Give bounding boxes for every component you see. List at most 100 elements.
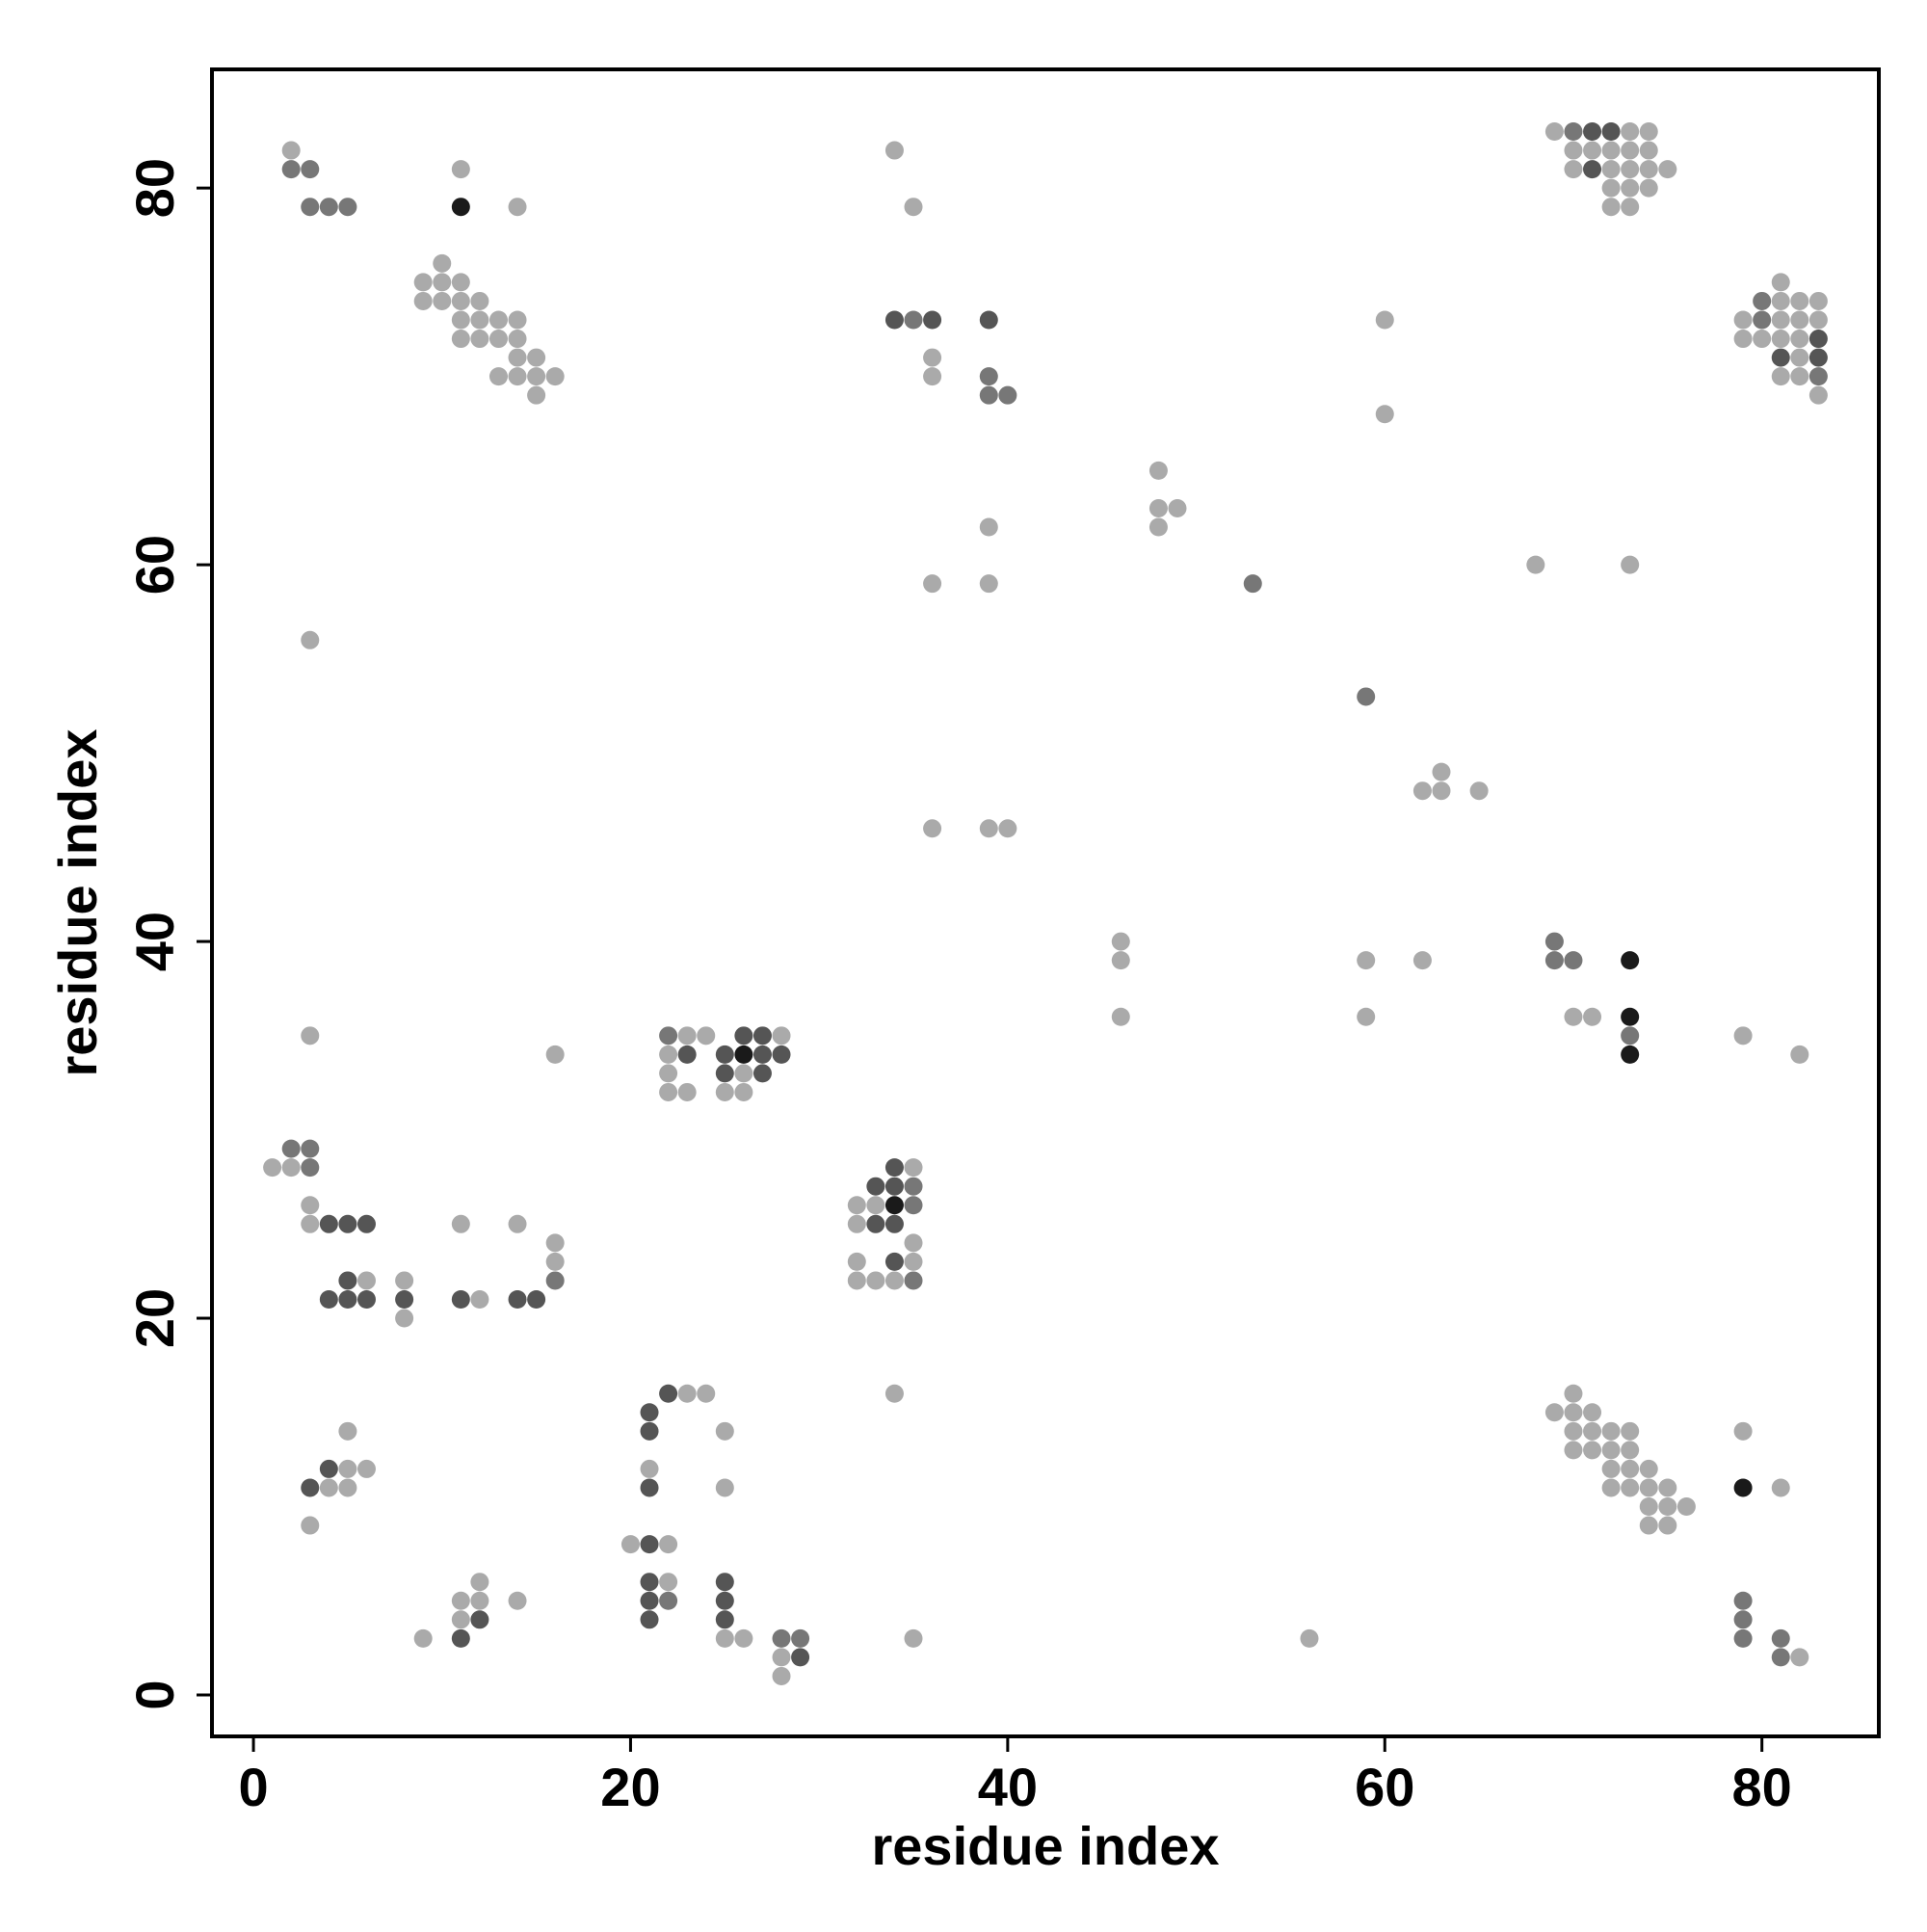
point <box>1583 1421 1602 1441</box>
point <box>979 517 998 537</box>
point <box>451 291 470 310</box>
point <box>640 1403 659 1422</box>
point <box>1733 1628 1753 1648</box>
point <box>1621 1045 1640 1064</box>
y-tick-label: 80 <box>124 158 185 218</box>
point <box>527 367 546 386</box>
point <box>1658 160 1677 179</box>
point <box>1544 1403 1564 1422</box>
point <box>791 1628 810 1648</box>
point <box>979 367 998 386</box>
point <box>659 1535 678 1554</box>
point <box>1148 517 1168 537</box>
point <box>301 198 320 217</box>
point <box>1111 951 1130 970</box>
point <box>1771 1648 1790 1667</box>
point <box>640 1610 659 1629</box>
point <box>1564 1441 1583 1460</box>
point <box>1621 1026 1640 1045</box>
point <box>1111 1007 1130 1026</box>
point <box>1771 1628 1790 1648</box>
point <box>338 198 357 217</box>
point <box>1621 1007 1640 1026</box>
point <box>1601 1459 1621 1478</box>
y-tick-label: 60 <box>124 535 185 595</box>
point <box>904 1196 923 1215</box>
point <box>640 1421 659 1441</box>
point <box>508 198 527 217</box>
point <box>545 367 565 386</box>
point <box>395 1289 414 1309</box>
point <box>470 1591 489 1610</box>
point <box>659 1573 678 1592</box>
point <box>451 1214 470 1233</box>
point <box>923 367 942 386</box>
point <box>904 310 923 330</box>
x-tick-label: 20 <box>600 1757 660 1817</box>
point <box>1621 555 1640 574</box>
point <box>301 1139 320 1158</box>
point <box>791 1648 810 1667</box>
point <box>319 198 338 217</box>
plot-frame <box>210 67 1881 1738</box>
point <box>904 1252 923 1271</box>
point <box>1639 122 1658 142</box>
point <box>904 1233 923 1253</box>
point <box>1790 291 1809 310</box>
point <box>923 574 942 594</box>
point <box>1564 1421 1583 1441</box>
y-tick-label: 20 <box>124 1288 185 1348</box>
point <box>1639 1459 1658 1478</box>
point <box>1601 1421 1621 1441</box>
point <box>884 1252 904 1271</box>
point <box>904 1628 923 1648</box>
point <box>1639 160 1658 179</box>
point <box>470 330 489 349</box>
point <box>1639 1497 1658 1517</box>
x-tick-label: 60 <box>1355 1757 1414 1817</box>
point <box>847 1196 866 1215</box>
point <box>281 160 301 179</box>
point <box>923 819 942 838</box>
point <box>1771 1478 1790 1497</box>
point <box>715 1045 734 1064</box>
point <box>866 1196 885 1215</box>
point <box>1583 122 1602 142</box>
point <box>1771 348 1790 367</box>
point <box>979 310 998 330</box>
point <box>545 1233 565 1253</box>
point <box>1583 1007 1602 1026</box>
point <box>545 1045 565 1064</box>
point <box>1601 198 1621 217</box>
point <box>659 1064 678 1083</box>
point <box>1790 330 1809 349</box>
point <box>847 1252 866 1271</box>
point <box>338 1421 357 1441</box>
point <box>677 1082 697 1101</box>
point <box>752 1026 772 1045</box>
point <box>772 1026 791 1045</box>
point <box>1375 310 1394 330</box>
point <box>451 1289 470 1309</box>
point <box>1564 1384 1583 1403</box>
point <box>866 1177 885 1196</box>
point <box>1808 385 1828 405</box>
point <box>338 1289 357 1309</box>
point <box>301 1196 320 1215</box>
point <box>470 291 489 310</box>
point <box>847 1271 866 1290</box>
point <box>508 1214 527 1233</box>
point <box>1733 1610 1753 1629</box>
point <box>640 1591 659 1610</box>
point <box>338 1478 357 1497</box>
point <box>734 1045 753 1064</box>
point <box>620 1535 640 1554</box>
point <box>451 198 470 217</box>
point <box>1564 122 1583 142</box>
point <box>1357 687 1376 706</box>
point <box>527 385 546 405</box>
point <box>433 273 452 292</box>
point <box>772 1666 791 1685</box>
point <box>715 1421 734 1441</box>
